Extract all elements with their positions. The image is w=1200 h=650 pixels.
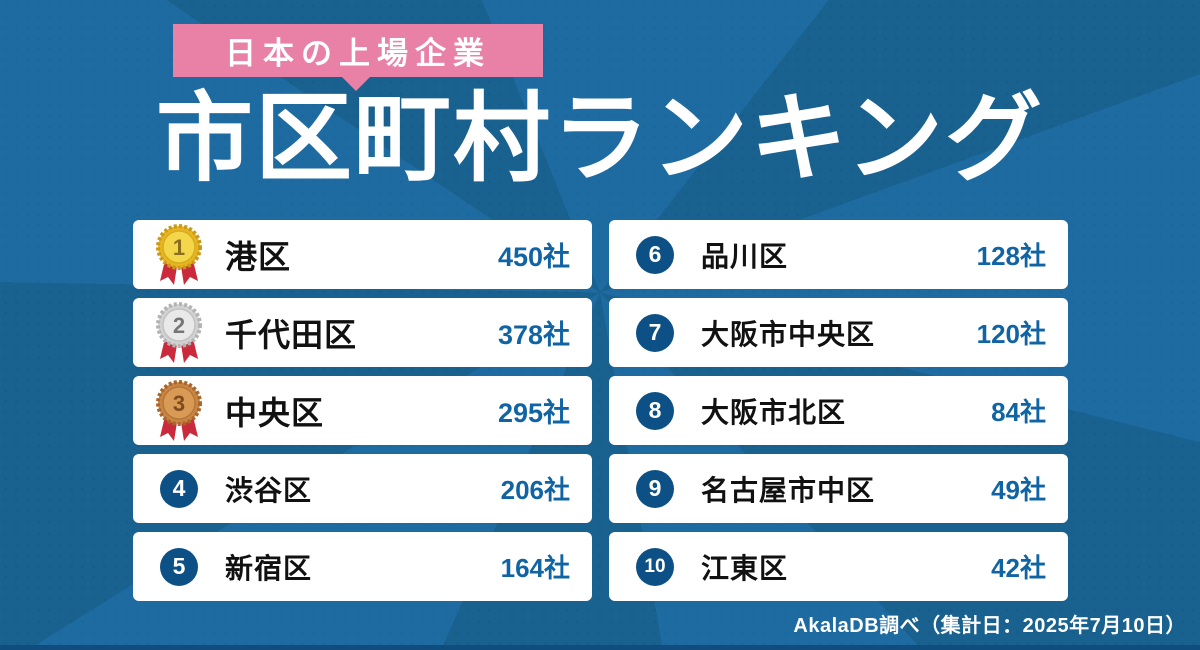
rank-slot: 5 <box>147 547 211 586</box>
ranking-row-2: 2 千代田区 378社 <box>133 298 592 367</box>
ranking-row-4: 4 渋谷区 206社 <box>133 454 592 523</box>
rank-slot: 2 <box>147 300 211 366</box>
rank-slot: 4 <box>147 469 211 508</box>
ranking-row-7: 7 大阪市中央区 120社 <box>609 298 1068 367</box>
rank-slot: 9 <box>623 469 687 508</box>
badge-pointer <box>342 77 370 91</box>
ranking-row-9: 9 名古屋市中区 49社 <box>609 454 1068 523</box>
rank-number-badge: 10 <box>636 547 674 586</box>
rank-number: 3 <box>173 391 185 416</box>
area-name: 港区 <box>225 238 292 275</box>
rank-number: 2 <box>173 313 185 338</box>
ranking-row-3: 3 中央区 295社 <box>133 376 592 445</box>
rank-slot: 7 <box>623 313 687 352</box>
company-count: 206社 <box>500 475 570 505</box>
rank-slot: 8 <box>623 391 687 430</box>
area-name: 渋谷区 <box>225 474 313 506</box>
area-name: 大阪市中央区 <box>701 318 876 350</box>
company-count: 378社 <box>497 320 570 350</box>
rank-slot: 3 <box>147 378 211 444</box>
rank-number: 1 <box>173 235 185 260</box>
company-count: 49社 <box>991 475 1046 505</box>
ranking-row-1: 1 港区 450社 <box>133 220 592 289</box>
rank-slot: 1 <box>147 222 211 288</box>
rank-number-badge: 5 <box>160 547 198 586</box>
rank-number-badge: 9 <box>636 469 674 508</box>
rank-number-badge: 8 <box>636 391 674 430</box>
area-name: 江東区 <box>701 552 789 584</box>
category-badge-label: 日本の上場企業 <box>225 36 491 71</box>
company-count: 128社 <box>976 241 1046 271</box>
rank-slot: 6 <box>623 235 687 274</box>
company-count: 164社 <box>500 553 570 583</box>
area-name: 中央区 <box>225 394 325 431</box>
ranking-row-10: 10 江東区 42社 <box>609 532 1068 601</box>
company-count: 84社 <box>991 397 1046 427</box>
area-name: 千代田区 <box>225 316 358 353</box>
area-name: 品川区 <box>701 240 789 272</box>
company-count: 450社 <box>497 242 570 272</box>
area-name: 大阪市北区 <box>701 396 847 428</box>
ranking-grid: 1 港区 450社 2 千代田区 378社 <box>133 220 1068 601</box>
bronze-medal-icon: 3 <box>156 379 202 441</box>
rank-number-badge: 4 <box>160 469 198 508</box>
source-note: AkalaDB調べ（集計日：2025年7月10日） <box>793 615 1186 637</box>
company-count: 120社 <box>976 319 1046 349</box>
company-count: 295社 <box>497 398 570 428</box>
page-title: 市区町村ランキング <box>155 84 1045 193</box>
bottom-edge-bar <box>0 645 1200 650</box>
category-badge: 日本の上場企業 <box>173 24 543 77</box>
gold-medal-icon: 1 <box>156 223 202 285</box>
rank-number-badge: 7 <box>636 313 674 352</box>
company-count: 42社 <box>991 553 1046 583</box>
area-name: 名古屋市中区 <box>701 474 876 506</box>
silver-medal-icon: 2 <box>156 301 202 363</box>
area-name: 新宿区 <box>225 552 313 584</box>
ranking-row-6: 6 品川区 128社 <box>609 220 1068 289</box>
rank-slot: 10 <box>623 547 687 586</box>
ranking-row-5: 5 新宿区 164社 <box>133 532 592 601</box>
rank-number-badge: 6 <box>636 235 674 274</box>
ranking-row-8: 8 大阪市北区 84社 <box>609 376 1068 445</box>
